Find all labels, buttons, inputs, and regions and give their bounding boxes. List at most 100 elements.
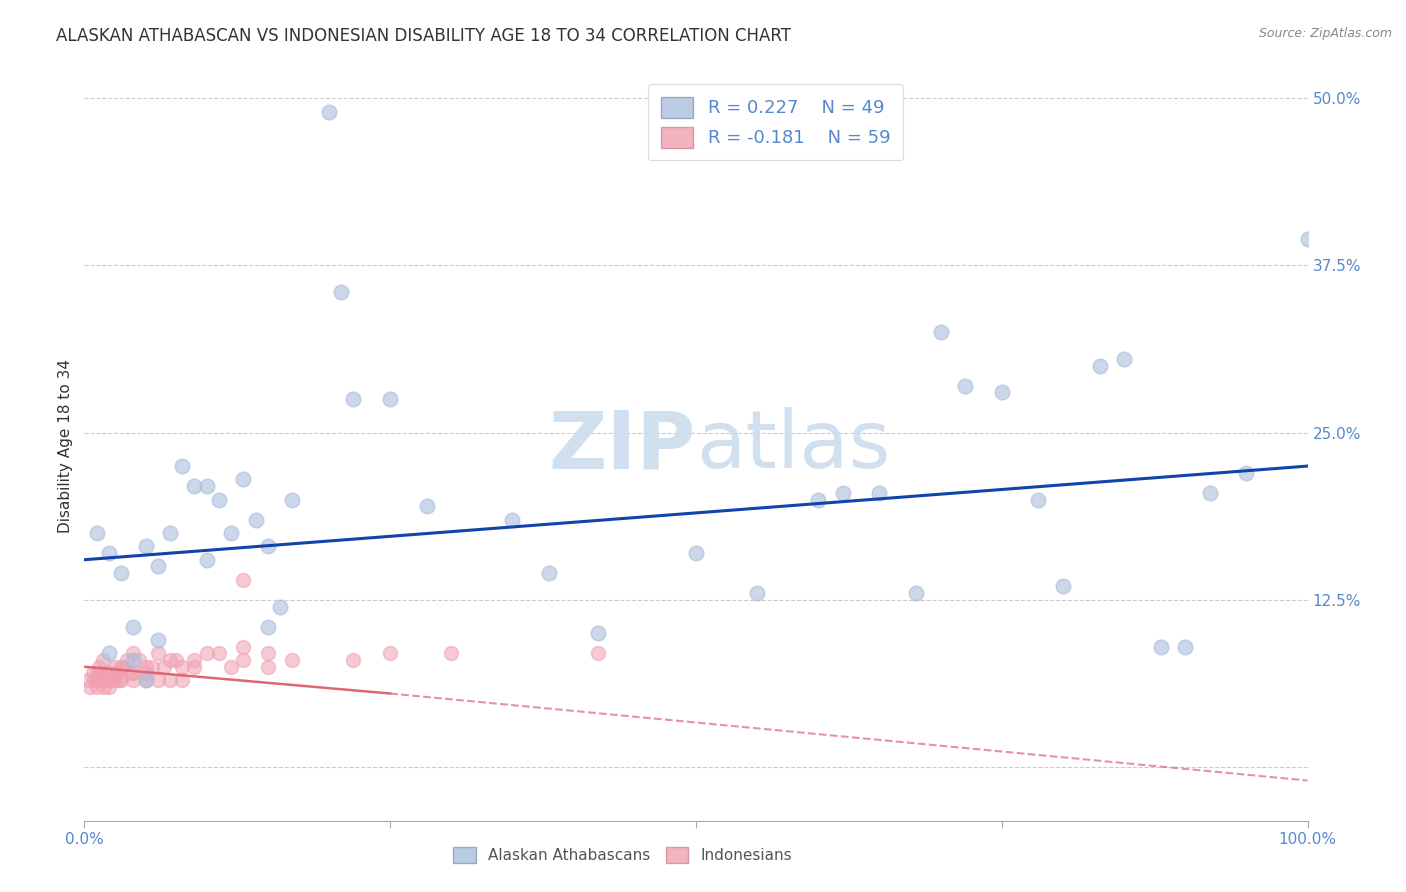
Point xyxy=(91,653,114,667)
Point xyxy=(991,385,1014,400)
Point xyxy=(183,479,205,493)
Point xyxy=(219,660,242,674)
Point xyxy=(86,526,108,541)
Point xyxy=(91,673,114,688)
Point xyxy=(318,104,340,119)
Point xyxy=(96,666,118,681)
Point xyxy=(831,485,853,500)
Y-axis label: Disability Age 18 to 34: Disability Age 18 to 34 xyxy=(58,359,73,533)
Point xyxy=(101,673,124,688)
Point xyxy=(110,566,132,581)
Point xyxy=(538,566,561,581)
Point xyxy=(97,666,120,681)
Point xyxy=(105,666,128,681)
Point xyxy=(416,500,439,514)
Point xyxy=(586,646,609,660)
Point xyxy=(122,666,145,681)
Point xyxy=(1296,232,1319,246)
Point xyxy=(195,553,218,567)
Point xyxy=(257,539,280,553)
Text: ZIP: ZIP xyxy=(548,407,696,485)
Point xyxy=(195,479,218,493)
Point xyxy=(112,660,135,674)
Text: Source: ZipAtlas.com: Source: ZipAtlas.com xyxy=(1258,27,1392,40)
Point xyxy=(1174,640,1197,654)
Point xyxy=(208,646,231,660)
Point xyxy=(153,660,176,674)
Point xyxy=(122,646,145,660)
Point xyxy=(86,673,108,688)
Point xyxy=(97,546,120,560)
Point xyxy=(89,666,111,681)
Point xyxy=(1198,485,1220,500)
Point xyxy=(93,680,115,694)
Point xyxy=(146,633,169,648)
Point xyxy=(1150,640,1173,654)
Point xyxy=(257,646,280,660)
Point xyxy=(1236,466,1258,480)
Point xyxy=(135,673,157,688)
Point xyxy=(586,626,609,640)
Point xyxy=(257,660,280,674)
Point xyxy=(135,660,157,674)
Point xyxy=(135,666,157,681)
Point xyxy=(100,666,122,681)
Point xyxy=(183,653,205,667)
Point xyxy=(77,673,100,688)
Point xyxy=(807,492,830,507)
Point xyxy=(97,680,120,694)
Point xyxy=(82,666,104,681)
Point xyxy=(87,660,110,674)
Point xyxy=(257,620,280,634)
Point xyxy=(245,513,267,527)
Point xyxy=(281,492,304,507)
Point xyxy=(1028,492,1050,507)
Point xyxy=(172,459,194,474)
Text: ALASKAN ATHABASCAN VS INDONESIAN DISABILITY AGE 18 TO 34 CORRELATION CHART: ALASKAN ATHABASCAN VS INDONESIAN DISABIL… xyxy=(56,27,792,45)
Point xyxy=(208,492,231,507)
Point xyxy=(269,599,291,614)
Point xyxy=(159,653,181,667)
Point xyxy=(219,526,242,541)
Point xyxy=(146,559,169,574)
Point xyxy=(232,573,254,587)
Point xyxy=(929,326,952,340)
Point xyxy=(110,673,132,688)
Point xyxy=(232,640,254,654)
Point xyxy=(146,646,169,660)
Point xyxy=(232,473,254,487)
Point xyxy=(97,673,120,688)
Point xyxy=(1088,359,1111,373)
Point xyxy=(1052,580,1074,594)
Point xyxy=(159,526,181,541)
Point xyxy=(747,586,769,600)
Point xyxy=(380,646,402,660)
Point xyxy=(172,673,194,688)
Point xyxy=(195,646,218,660)
Point xyxy=(685,546,707,560)
Point xyxy=(330,285,353,300)
Point xyxy=(86,666,108,681)
Point xyxy=(183,660,205,674)
Legend: Alaskan Athabascans, Indonesians: Alaskan Athabascans, Indonesians xyxy=(447,841,799,869)
Point xyxy=(86,680,108,694)
Point xyxy=(104,660,127,674)
Point xyxy=(172,660,194,674)
Point xyxy=(128,653,150,667)
Point xyxy=(159,673,181,688)
Point xyxy=(165,653,187,667)
Point xyxy=(122,673,145,688)
Point xyxy=(440,646,463,660)
Point xyxy=(115,653,138,667)
Point xyxy=(83,673,105,688)
Point xyxy=(905,586,928,600)
Point xyxy=(380,392,402,407)
Point xyxy=(122,620,145,634)
Point xyxy=(146,673,169,688)
Point xyxy=(1114,352,1136,367)
Point xyxy=(122,653,145,667)
Point xyxy=(107,673,129,688)
Point xyxy=(110,660,132,674)
Point xyxy=(342,653,364,667)
Point xyxy=(135,673,157,688)
